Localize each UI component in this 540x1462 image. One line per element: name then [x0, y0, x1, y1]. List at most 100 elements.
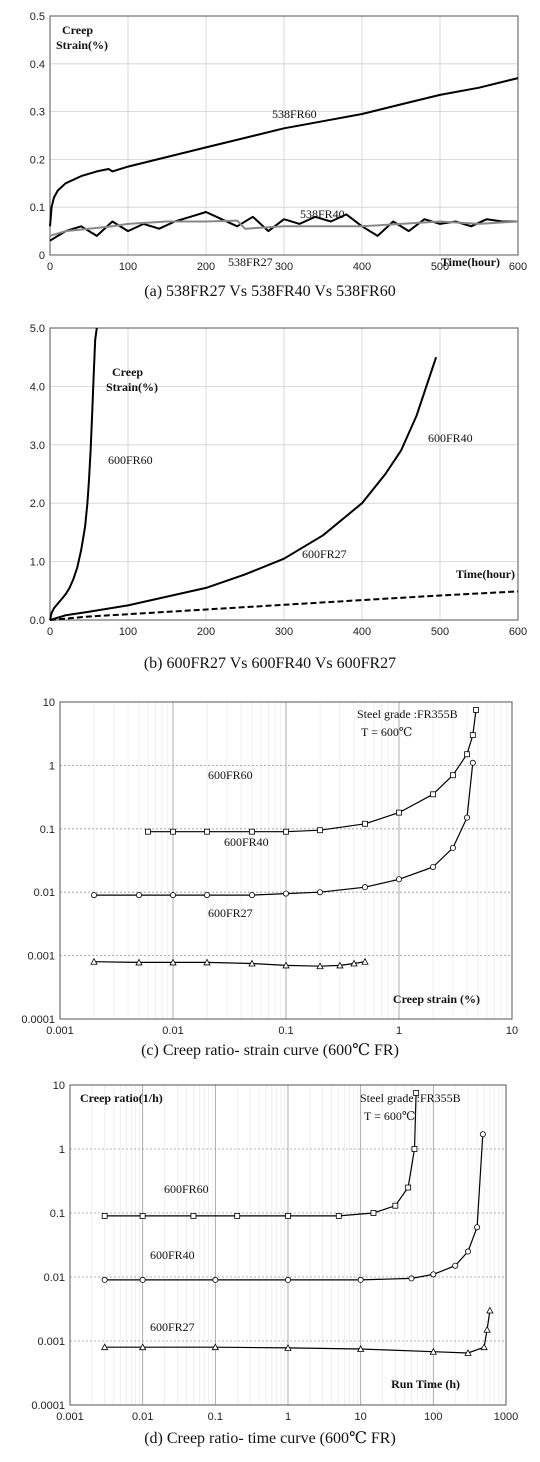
- x-tick-label: 100: [119, 261, 137, 273]
- data-point: [362, 820, 368, 827]
- y-tick-label: 0.1: [40, 824, 55, 836]
- data-point: [145, 828, 151, 835]
- data-point: [101, 1276, 108, 1283]
- data-point: [361, 957, 369, 965]
- series-line: [49, 356, 438, 621]
- data-point: [169, 958, 177, 966]
- series-600FR60: 600FR60: [49, 327, 153, 621]
- y-axis-label: Creep: [112, 365, 143, 379]
- y-tick-label: 0.0001: [21, 1014, 55, 1026]
- y-tick-label: 10: [53, 1080, 65, 1092]
- data-point: [469, 759, 476, 766]
- y-tick-label: 10: [43, 697, 55, 709]
- x-tick-label: 500: [431, 626, 449, 638]
- series-600FR40: 600FR40: [91, 759, 476, 899]
- series-line: [49, 590, 519, 621]
- data-point: [408, 1275, 415, 1282]
- data-point: [336, 961, 344, 969]
- data-point: [357, 1276, 364, 1283]
- data-point: [335, 1213, 342, 1219]
- annotation-steel-grade: Steel grade :FR355B: [360, 1091, 461, 1105]
- series-label: 600FR27: [302, 547, 347, 561]
- x-tick-label: 300: [275, 261, 293, 273]
- x-tick-label: 400: [353, 626, 371, 638]
- y-tick-label: 0.4: [30, 59, 45, 71]
- x-tick-label: 400: [353, 261, 371, 273]
- data-point: [413, 1090, 420, 1096]
- series-538FR40: 538FR40: [49, 207, 518, 242]
- data-point: [248, 892, 255, 899]
- data-point: [204, 828, 210, 835]
- y-tick-label: 4.0: [30, 381, 45, 393]
- data-point: [283, 828, 289, 835]
- data-point: [411, 1146, 418, 1152]
- data-point: [317, 889, 324, 896]
- data-point: [464, 751, 470, 758]
- y-axis-label: Creep: [62, 23, 93, 37]
- x-tick-label: 300: [275, 626, 293, 638]
- y-axis-label: Strain(%): [106, 380, 158, 394]
- x-tick-label: 1: [396, 1025, 402, 1037]
- data-point: [405, 1184, 412, 1191]
- data-point: [449, 844, 456, 851]
- data-point: [370, 1210, 377, 1216]
- data-point: [249, 828, 255, 835]
- series-538FR60: 538FR60: [49, 77, 519, 227]
- series-line: [49, 219, 519, 237]
- y-tick-label: 0.0001: [31, 1400, 65, 1412]
- x-tick-label: 0: [47, 626, 53, 638]
- data-point: [234, 1213, 241, 1219]
- y-axis-label: Creep ratio(1/h): [80, 1091, 163, 1105]
- chart-a: 0 0.1 0.2 0.3 0.4 0.5 0 100 200 300 400 500 600 Creep…: [30, 11, 527, 300]
- data-point: [450, 772, 456, 779]
- data-point: [474, 1224, 481, 1231]
- y-tick-label: 1.0: [30, 557, 45, 569]
- y-tick-label: 1: [49, 760, 55, 772]
- data-point: [135, 958, 143, 966]
- y-tick-label: 0.001: [27, 951, 55, 963]
- series-600FR60: 600FR60: [145, 707, 479, 835]
- x-tick-label: 0.001: [46, 1025, 74, 1037]
- data-point: [190, 1213, 197, 1219]
- data-point: [396, 809, 402, 816]
- data-point: [139, 1213, 146, 1219]
- data-point: [211, 1343, 220, 1351]
- x-tick-label: 200: [197, 261, 215, 273]
- data-point: [204, 892, 211, 899]
- x-tick-label: 0.1: [278, 1025, 293, 1037]
- data-point: [91, 892, 98, 899]
- data-point: [203, 958, 211, 966]
- x-tick-label: 10: [506, 1025, 518, 1037]
- y-tick-label: 0.5: [30, 11, 45, 23]
- data-point: [465, 1248, 472, 1255]
- plot-frame: [59, 701, 513, 1020]
- data-point: [483, 1325, 491, 1333]
- y-tick-label: 0.01: [34, 887, 55, 899]
- data-point: [350, 959, 358, 967]
- chart-caption: (d) Creep ratio- time curve (600℃ FR): [144, 1430, 396, 1447]
- y-tick-label: 0: [39, 250, 45, 262]
- x-tick-label: 100: [424, 1411, 442, 1423]
- plot-frame: [69, 1084, 507, 1406]
- data-point: [282, 890, 289, 897]
- data-point: [285, 1213, 291, 1219]
- data-point: [479, 1131, 486, 1138]
- x-tick-label: 1: [285, 1411, 291, 1423]
- series-600FR60: 600FR60: [101, 1090, 420, 1219]
- x-tick-label: 1000: [494, 1411, 518, 1423]
- y-tick-label: 0.2: [30, 154, 45, 166]
- series-label: 600FR60: [208, 768, 253, 782]
- x-tick-label: 0.01: [162, 1025, 183, 1037]
- series-label: 600FR27: [208, 906, 253, 920]
- data-point: [452, 1262, 459, 1269]
- data-point: [212, 1276, 219, 1283]
- data-point: [395, 876, 402, 883]
- y-tick-label: 0.001: [37, 1336, 65, 1348]
- data-point: [101, 1213, 108, 1219]
- series-600FR27: 600FR27: [100, 1306, 494, 1356]
- x-tick-label: 0.001: [56, 1411, 84, 1423]
- data-point: [464, 814, 471, 821]
- data-point: [282, 961, 290, 969]
